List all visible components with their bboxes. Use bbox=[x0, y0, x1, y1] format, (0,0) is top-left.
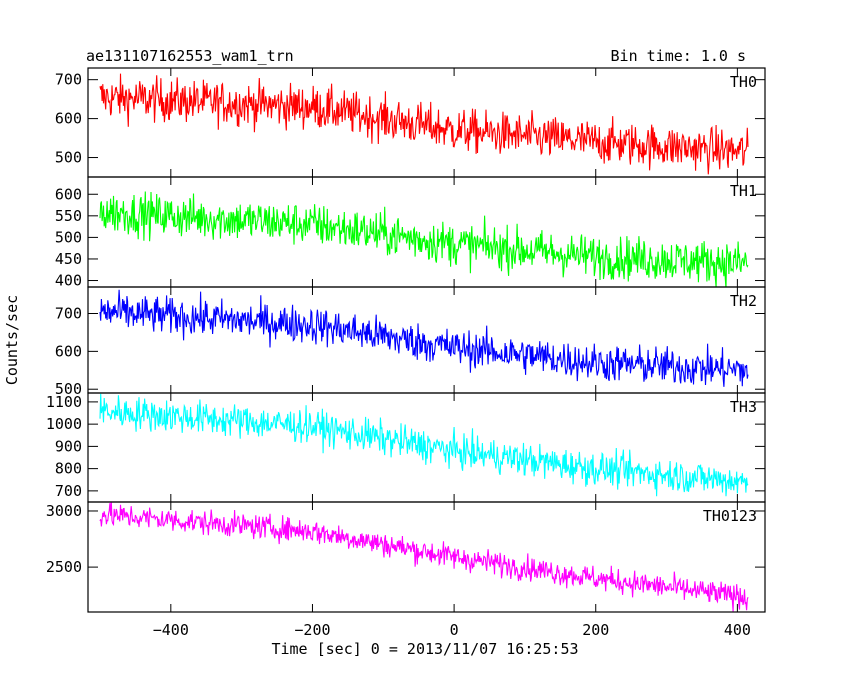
y-tick-label-th1: 550 bbox=[55, 207, 82, 225]
x-axis-label: Time [sec] 0 = 2013/11/07 16:25:53 bbox=[271, 640, 578, 658]
bin-time-label: Bin time: 1.0 s bbox=[611, 47, 746, 65]
chart-title: ae131107162553_wam1_trn bbox=[86, 47, 294, 65]
y-tick-label-th3: 800 bbox=[55, 460, 82, 478]
panel-frame-th0123 bbox=[87, 501, 766, 613]
y-axis-label: Counts/sec bbox=[3, 295, 21, 385]
panels-group: 500 600 700 TH0 400 450 500 550 600 TH1 500 600 700 T… bbox=[46, 67, 766, 639]
y-tick-label-th0: 600 bbox=[55, 110, 82, 128]
y-tick-label-th1: 600 bbox=[55, 185, 82, 203]
y-tick-label-th2: 600 bbox=[55, 342, 82, 360]
y-tick-label-th1: 500 bbox=[55, 228, 82, 246]
y-tick-label-th0: 700 bbox=[55, 71, 82, 89]
x-tick-label: 200 bbox=[582, 621, 609, 639]
y-tick-label-th0: 500 bbox=[55, 149, 82, 167]
panel-frame-th3 bbox=[87, 392, 766, 503]
series-line-th0 bbox=[99, 73, 749, 175]
y-tick-label-th1: 400 bbox=[55, 272, 82, 290]
x-tick-label: 0 bbox=[450, 621, 459, 639]
y-tick-label-th3: 700 bbox=[55, 482, 82, 500]
y-tick-label-th2: 700 bbox=[55, 305, 82, 323]
panel-label-th2: TH2 bbox=[730, 292, 757, 310]
y-tick-label-th1: 450 bbox=[55, 250, 82, 268]
y-tick-label-th3: 1100 bbox=[46, 393, 82, 411]
series-line-th2 bbox=[99, 289, 749, 387]
panel-label-th3: TH3 bbox=[730, 398, 757, 416]
panel-label-th0: TH0 bbox=[730, 73, 757, 91]
y-tick-label-th2: 500 bbox=[55, 380, 82, 398]
y-tick-label-th0123: 3000 bbox=[46, 502, 82, 520]
x-tick-label: −400 bbox=[153, 621, 189, 639]
series-line-th1 bbox=[99, 191, 749, 287]
panel-label-th0123: TH0123 bbox=[703, 507, 757, 525]
x-tick-label: 400 bbox=[724, 621, 751, 639]
y-tick-label-th3: 900 bbox=[55, 437, 82, 455]
y-tick-label-th0123: 2500 bbox=[46, 558, 82, 576]
panel-frame-th2 bbox=[87, 286, 766, 394]
series-line-th3 bbox=[99, 393, 749, 497]
series-line-th0123 bbox=[99, 502, 749, 612]
y-tick-label-th3: 1000 bbox=[46, 415, 82, 433]
x-tick-label: −200 bbox=[294, 621, 330, 639]
panel-label-th1: TH1 bbox=[730, 182, 757, 200]
